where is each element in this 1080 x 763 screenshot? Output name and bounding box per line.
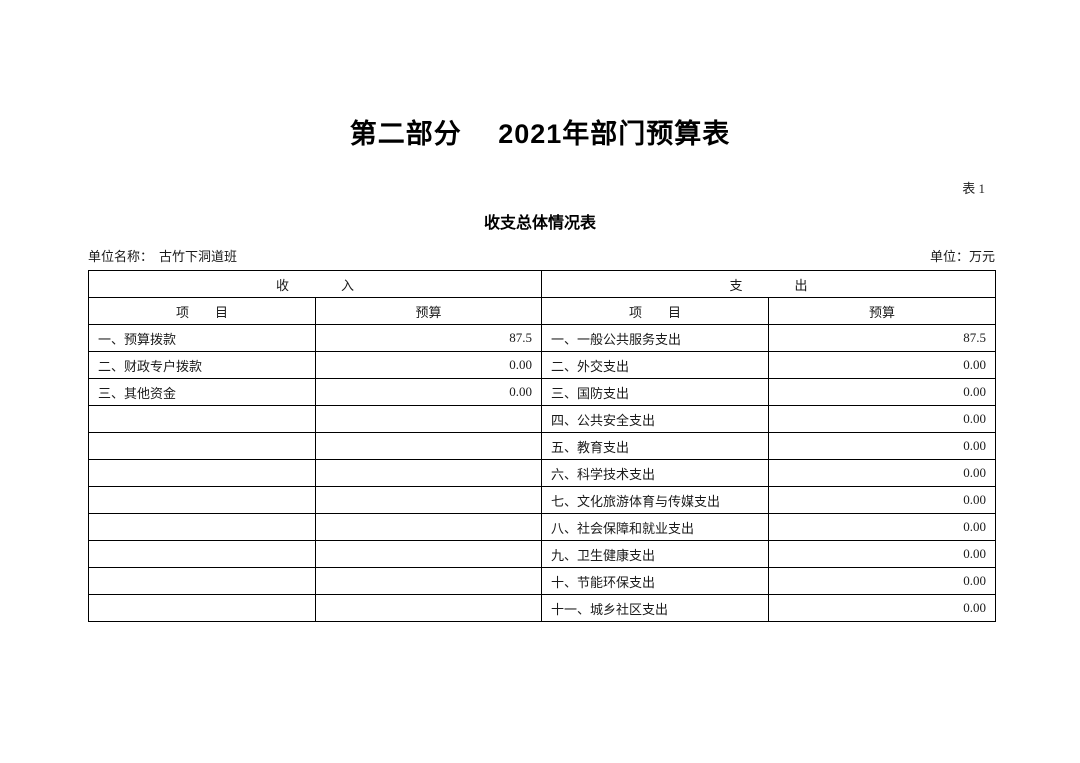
expense-budget-cell: 0.00 xyxy=(768,513,997,541)
unit-name-value: 古竹下洞道班 xyxy=(159,249,238,264)
expense-item-cell: 九、卫生健康支出 xyxy=(541,540,770,568)
document-title: 第二部分 2021年部门预算表 xyxy=(349,119,731,149)
income-item-cell xyxy=(88,432,316,460)
income-budget-header: 预算 xyxy=(314,297,543,325)
expense-item-cell: 十、节能环保支出 xyxy=(541,567,770,595)
expense-budget-cell: 0.00 xyxy=(768,459,997,487)
expense-budget-cell: 0.00 xyxy=(768,567,997,595)
budget-table-body: 一、预算拨款 87.5 一、一般公共服务支出 87.5 二、财政专户拨款 0.0… xyxy=(88,324,997,622)
income-item-cell xyxy=(88,459,316,487)
expense-item-cell: 七、文化旅游体育与传媒支出 xyxy=(541,486,770,514)
income-item-cell xyxy=(88,513,316,541)
table-row: 九、卫生健康支出 0.00 xyxy=(88,540,997,568)
income-item-cell xyxy=(88,540,316,568)
expense-budget-cell: 0.00 xyxy=(768,594,997,622)
expense-item-header: 项 目 xyxy=(541,297,770,325)
income-item-header: 项 目 xyxy=(88,297,316,325)
expense-item-cell: 三、国防支出 xyxy=(541,378,770,406)
income-budget-cell xyxy=(314,540,543,568)
table-row: 三、其他资金 0.00 三、国防支出 0.00 xyxy=(88,378,997,406)
table-number-label: 表 1 xyxy=(962,181,985,196)
income-item-cell xyxy=(88,594,316,622)
expense-section-header: 支 出 xyxy=(541,270,997,298)
table-row: 六、科学技术支出 0.00 xyxy=(88,459,997,487)
expense-budget-header: 预算 xyxy=(768,297,997,325)
income-item-cell xyxy=(88,486,316,514)
column-header-row: 项 目 预算 项 目 预算 xyxy=(88,297,997,325)
income-budget-cell xyxy=(314,432,543,460)
expense-item-cell: 五、教育支出 xyxy=(541,432,770,460)
expense-budget-cell: 0.00 xyxy=(768,540,997,568)
table-subtitle: 收支总体情况表 xyxy=(483,215,596,232)
expense-item-cell: 二、外交支出 xyxy=(541,351,770,379)
income-item-cell xyxy=(88,567,316,595)
expense-item-cell: 十一、城乡社区支出 xyxy=(541,594,770,622)
income-budget-cell xyxy=(314,459,543,487)
budget-summary-table: 收 入 支 出 项 目 预算 项 目 预算 一、预算拨款 87.5 一、一般公共… xyxy=(87,270,997,622)
income-section-header: 收 入 xyxy=(87,270,543,298)
income-budget-cell xyxy=(314,486,543,514)
income-item-cell xyxy=(88,405,316,433)
income-budget-cell xyxy=(314,405,543,433)
expense-item-cell: 一、一般公共服务支出 xyxy=(541,324,770,352)
income-budget-cell: 0.00 xyxy=(314,378,543,406)
expense-budget-cell: 0.00 xyxy=(768,486,997,514)
table-row: 八、社会保障和就业支出 0.00 xyxy=(88,513,997,541)
expense-budget-cell: 87.5 xyxy=(768,324,997,352)
currency-unit-label: 单位：万元 xyxy=(929,249,995,264)
income-budget-cell xyxy=(314,513,543,541)
expense-budget-cell: 0.00 xyxy=(768,405,997,433)
income-item-cell: 一、预算拨款 xyxy=(88,324,316,352)
table-meta-row: 单位名称： 古竹下洞道班 单位：万元 xyxy=(88,246,995,265)
table-row: 十、节能环保支出 0.00 xyxy=(88,567,997,595)
expense-item-cell: 四、公共安全支出 xyxy=(541,405,770,433)
expense-item-cell: 八、社会保障和就业支出 xyxy=(541,513,770,541)
table-row: 十一、城乡社区支出 0.00 xyxy=(88,594,997,622)
income-item-cell: 二、财政专户拨款 xyxy=(88,351,316,379)
table-row: 一、预算拨款 87.5 一、一般公共服务支出 87.5 xyxy=(88,324,997,352)
expense-item-cell: 六、科学技术支出 xyxy=(541,459,770,487)
income-item-cell: 三、其他资金 xyxy=(88,378,316,406)
unit-name: 单位名称： 古竹下洞道班 xyxy=(88,246,243,265)
table-row: 二、财政专户拨款 0.00 二、外交支出 0.00 xyxy=(88,351,997,379)
income-budget-cell: 0.00 xyxy=(314,351,543,379)
expense-budget-cell: 0.00 xyxy=(768,378,997,406)
income-budget-cell xyxy=(314,594,543,622)
income-budget-cell xyxy=(314,567,543,595)
table-row: 四、公共安全支出 0.00 xyxy=(88,405,997,433)
section-header-row: 收 入 支 出 xyxy=(87,270,997,298)
unit-name-label: 单位名称： xyxy=(88,249,154,264)
income-budget-cell: 87.5 xyxy=(314,324,543,352)
expense-budget-cell: 0.00 xyxy=(768,351,997,379)
table-row: 七、文化旅游体育与传媒支出 0.00 xyxy=(88,486,997,514)
table-row: 五、教育支出 0.00 xyxy=(88,432,997,460)
expense-budget-cell: 0.00 xyxy=(768,432,997,460)
